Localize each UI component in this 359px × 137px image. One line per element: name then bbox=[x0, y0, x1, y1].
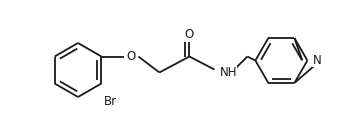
Text: Br: Br bbox=[103, 95, 117, 108]
Text: O: O bbox=[127, 50, 136, 63]
Text: NH: NH bbox=[219, 66, 237, 79]
Text: N: N bbox=[312, 54, 321, 67]
Text: O: O bbox=[185, 28, 194, 41]
